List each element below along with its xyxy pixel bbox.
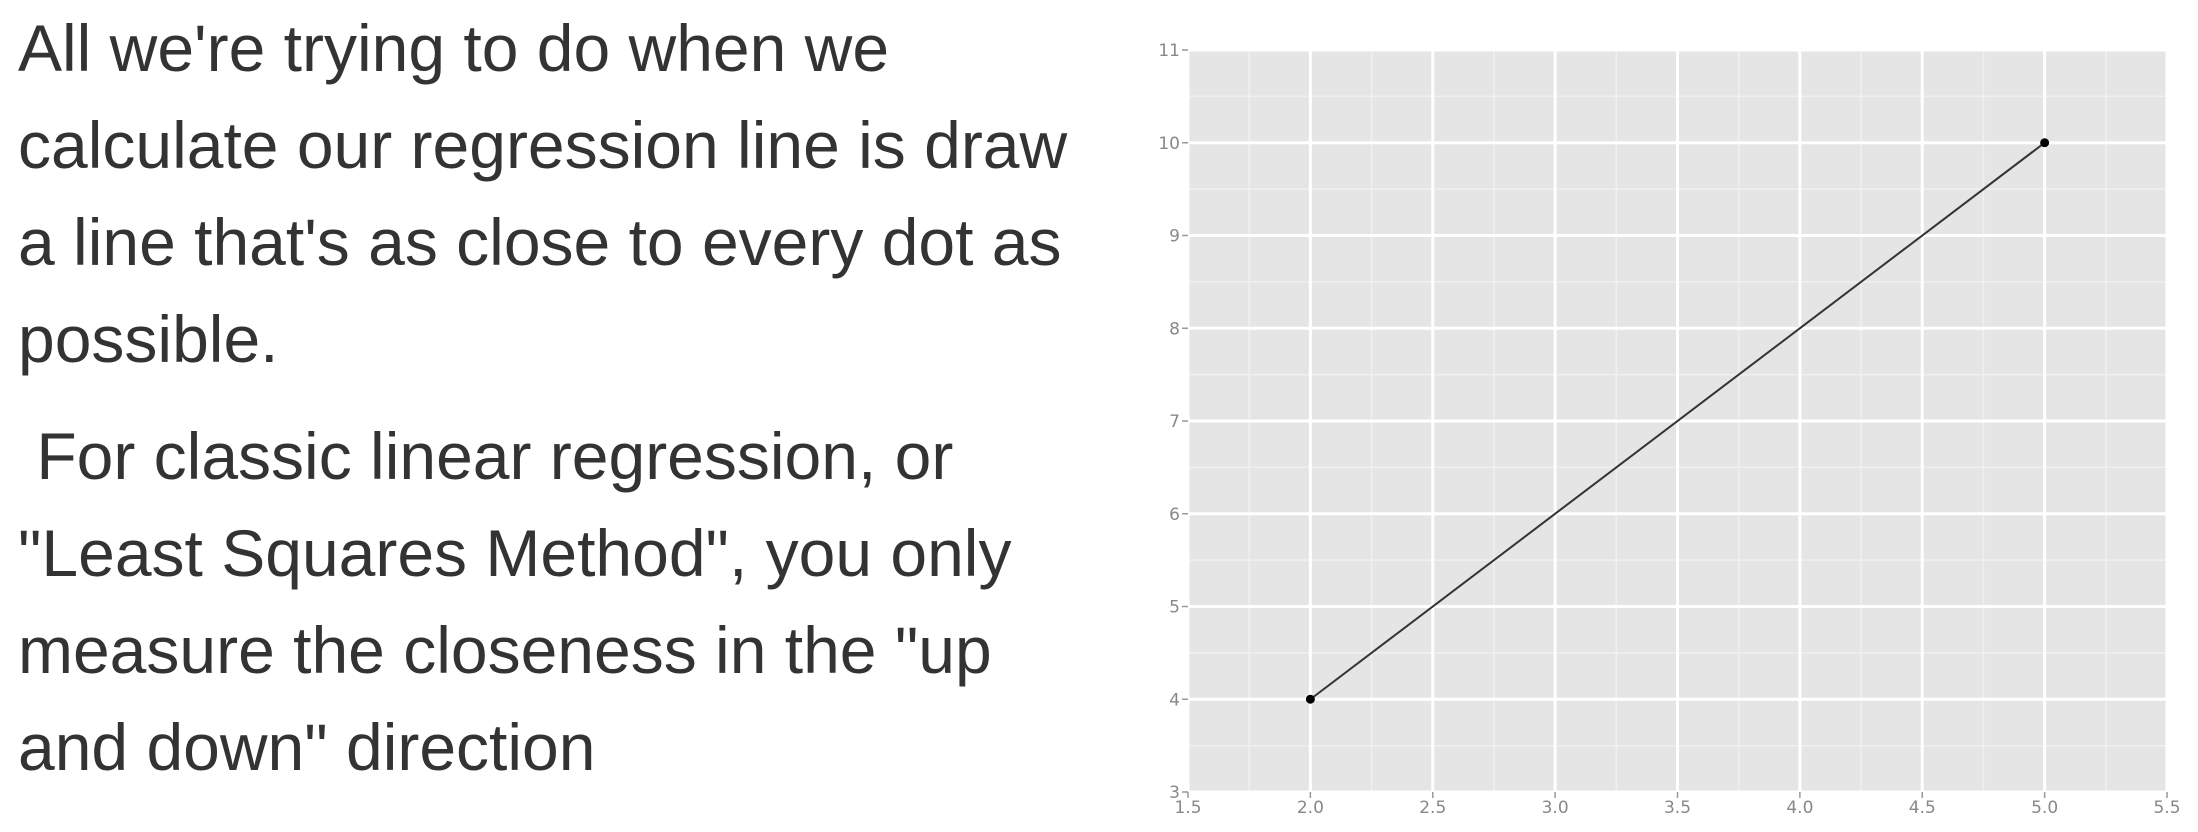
x-tick-label: 1.5 bbox=[1174, 798, 1201, 818]
data-point bbox=[1305, 694, 1315, 704]
x-tick-label: 5.0 bbox=[2031, 798, 2058, 818]
series-layer bbox=[1305, 138, 2050, 704]
y-tick-label: 5 bbox=[1169, 598, 1180, 618]
y-tick-label: 11 bbox=[1158, 41, 1180, 61]
y-tick-label: 6 bbox=[1169, 505, 1180, 525]
data-point bbox=[2040, 138, 2050, 148]
tick-labels: 1.5 2.0 2.5 3.0 3.5 4.0 4.5 5.0 5.5 3 4 5 6 7 8 9 10 11 bbox=[1158, 41, 2180, 818]
x-tick-label: 5.5 bbox=[2153, 798, 2180, 818]
x-tick-label: 3.5 bbox=[1664, 798, 1691, 818]
y-tick-label: 3 bbox=[1169, 783, 1180, 803]
grid-lines bbox=[1186, 48, 2169, 794]
y-tick-label: 7 bbox=[1169, 412, 1180, 432]
y-tick-label: 4 bbox=[1169, 690, 1180, 710]
paragraph-regression-goal: All we're trying to do when we calculate… bbox=[18, 11, 1086, 376]
regression-line bbox=[1309, 141, 2046, 701]
paragraph-least-squares: For classic linear regression, or "Least… bbox=[18, 419, 1030, 784]
x-tick-label: 2.0 bbox=[1297, 798, 1324, 818]
regression-chart: 1.5 2.0 2.5 3.0 3.5 4.0 4.5 5.0 5.5 3 4 5 6 7 8 9 10 11 bbox=[1130, 20, 2198, 832]
x-tick-label: 4.0 bbox=[1786, 798, 1813, 818]
chart-svg: 1.5 2.0 2.5 3.0 3.5 4.0 4.5 5.0 5.5 3 4 5 6 7 8 9 10 11 bbox=[1158, 41, 2180, 818]
y-tick-label: 8 bbox=[1169, 319, 1180, 339]
explanation-text: All we're trying to do when we calculate… bbox=[18, 0, 1098, 796]
y-tick-label: 9 bbox=[1169, 227, 1180, 247]
y-tick-label: 10 bbox=[1158, 134, 1180, 154]
x-tick-label: 4.5 bbox=[1909, 798, 1936, 818]
x-tick-label: 3.0 bbox=[1542, 798, 1569, 818]
x-tick-label: 2.5 bbox=[1419, 798, 1446, 818]
axis-ticks bbox=[1182, 49, 2168, 798]
